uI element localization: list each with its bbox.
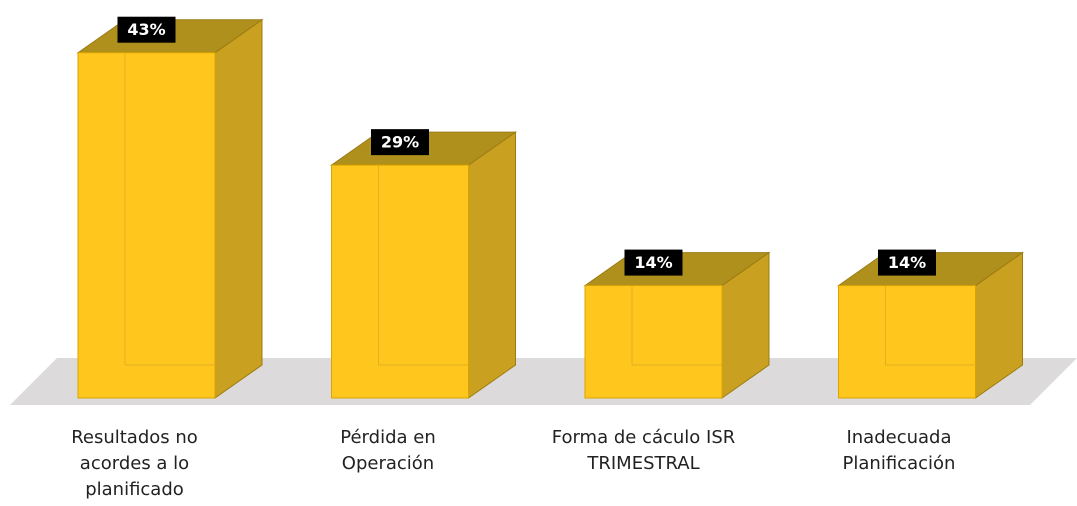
value-label-box [878, 249, 936, 276]
bar [331, 164, 469, 399]
bar-side [214, 18, 263, 399]
x-tick-label: Resultados no acordes a lo planificado [71, 427, 198, 500]
value-label: 14% [888, 253, 926, 272]
value-label: 43% [127, 20, 165, 39]
bar [77, 52, 216, 399]
x-tick-label: Forma de cáculo ISR TRIMESTRAL [551, 427, 736, 474]
x-tick-label: Inadecuada Planificación [842, 427, 956, 474]
value-label: 14% [634, 253, 672, 272]
bar-side [468, 131, 516, 399]
value-label-box [371, 129, 429, 156]
floor [10, 358, 1077, 405]
value-label: 29% [381, 133, 419, 152]
bar [584, 285, 723, 399]
value-label-box [624, 249, 683, 276]
bar [838, 285, 976, 399]
value-label-box [117, 16, 176, 43]
x-tick-label: Pérdida en Operación [340, 427, 436, 474]
